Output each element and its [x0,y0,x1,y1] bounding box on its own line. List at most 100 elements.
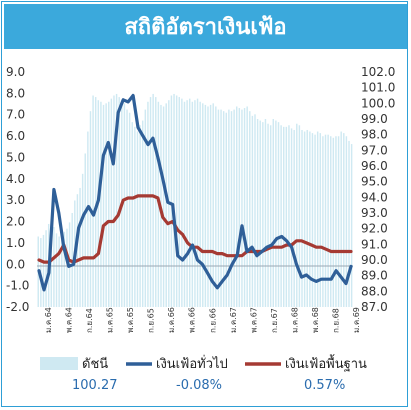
x-tick-label: ม.ค.64 [44,307,53,333]
index-bar [251,115,254,307]
index-bar [45,230,47,307]
x-tick-label: พ.ค.64 [65,307,74,333]
right-tick-label: 102.0 [361,65,395,79]
left-tick-label: 9.0 [6,65,25,79]
index-bar [319,133,322,307]
index-bar [113,95,115,307]
right-tick-label: 90.0 [361,253,388,267]
index-bar [340,131,342,307]
index-bar [280,125,282,308]
index-bar [207,106,209,307]
index-bar [283,126,285,307]
left-tick-label: -2.0 [6,300,29,314]
index-bar [222,111,225,308]
index-bar [246,106,248,307]
legend-value-headline: -0.08% [176,378,222,393]
legend-swatch-index [40,357,78,370]
chart-title: สถิติอัตราเงินเฟ้อ [124,15,287,40]
left-tick-label: 0.0 [6,257,25,271]
right-tick-label: 94.0 [361,190,388,204]
index-bar [256,119,259,307]
index-bar [348,140,350,307]
index-bar [241,109,243,307]
index-bar [345,136,348,307]
index-bar [259,120,261,307]
index-bar [337,136,340,307]
index-bar [131,122,133,307]
index-bar [102,104,105,308]
left-tick-label: 8.0 [6,86,25,100]
left-tick-label: 1.0 [6,236,25,250]
x-tick-label: ก.ย.67 [270,308,279,333]
index-bar [92,95,94,307]
index-bar [343,133,345,307]
index-bar [55,233,58,307]
right-tick-label: 87.0 [361,300,388,314]
right-tick-label: 95.0 [361,175,388,189]
index-bar [264,119,267,307]
index-bar [53,227,55,307]
index-bar [147,101,149,308]
x-tick-label: พ.ค.68 [311,307,320,333]
index-bar [76,194,79,307]
index-bar [94,97,97,307]
index-bar [285,126,288,307]
index-bar [134,126,136,307]
index-bar [202,103,204,307]
index-bar [126,109,128,307]
index-bar [204,104,207,308]
index-bar [194,100,196,307]
right-tick-label: 96.0 [361,159,388,173]
legend-label-core: เงินเฟ้อพื้นฐาน [285,354,367,372]
index-bar [243,108,246,308]
index-bar [181,98,183,307]
index-bar [108,101,110,308]
index-bar [332,137,335,307]
index-bar [350,144,353,307]
index-bar [330,136,332,307]
legend-label-headline: เงินเฟ้อทั่วไป [156,355,228,372]
index-bar [191,101,194,308]
headline-inflation-line [37,93,353,292]
right-tick-label: 89.0 [361,269,388,283]
index-bars [37,93,353,308]
index-bar [196,98,199,307]
x-tick-label: ก.ย.64 [85,308,94,333]
index-bar [212,103,214,307]
index-bar [115,93,118,307]
right-tick-label: 98.0 [361,128,388,142]
index-bar [228,109,230,307]
index-bar [217,109,220,307]
index-bar [316,131,319,307]
left-tick-label: 6.0 [6,129,25,143]
index-bar [42,234,45,307]
right-tick-label: 99.0 [361,112,388,126]
x-axis: ม.ค.64 พ.ค.64 ก.ย.64 ม.ค.65 พ.ค.65 ก.ย.65 ม.ค.… [44,307,361,333]
index-bar [186,100,188,307]
index-bar [298,125,301,308]
right-tick-label: 93.0 [361,206,388,220]
index-bar [84,153,86,307]
legend-label-index: ดัชนี [82,356,108,372]
index-bar [118,97,120,307]
right-tick-label: 92.0 [361,222,388,236]
index-bar [230,111,233,308]
x-tick-label: พ.ค.66 [188,307,197,333]
index-bar [301,129,303,307]
index-bar [277,122,280,307]
core-inflation-line [37,194,353,264]
index-bar [322,136,324,307]
index-bar [327,134,329,307]
left-axis: 9.0 8.0 7.0 6.0 5.0 4.0 3.0 2.0 1.0 0.0 -1.0 -2.0 [6,65,29,314]
index-bar [220,109,222,307]
index-bar [100,101,102,308]
index-bar [209,104,212,308]
legend: ดัชนี เงินเฟ้อทั่วไป เงินเฟ้อพื้นฐาน 100… [40,354,367,393]
index-bar [105,103,107,307]
legend-value-index: 100.27 [72,378,118,393]
index-bar [81,173,84,307]
left-tick-label: 3.0 [6,193,25,207]
index-bar [309,131,311,307]
index-bar [290,128,293,307]
